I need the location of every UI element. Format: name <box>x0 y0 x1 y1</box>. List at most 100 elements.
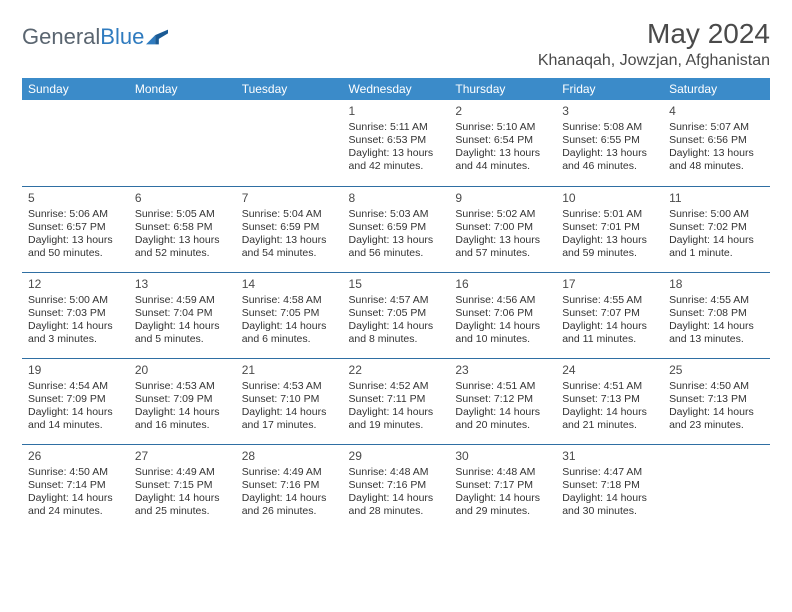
sunrise-text: Sunrise: 4:50 AM <box>28 466 123 479</box>
day-number: 21 <box>242 363 337 378</box>
sunset-text: Sunset: 7:00 PM <box>455 221 550 234</box>
calendar-cell: 26Sunrise: 4:50 AMSunset: 7:14 PMDayligh… <box>22 444 129 530</box>
day-header: Saturday <box>663 78 770 100</box>
page-header: GeneralBlue May 2024 Khanaqah, Jowzjan, … <box>22 18 770 70</box>
calendar-cell: 2Sunrise: 5:10 AMSunset: 6:54 PMDaylight… <box>449 100 556 186</box>
daylight-text: Daylight: 14 hours and 20 minutes. <box>455 406 550 432</box>
sunrise-text: Sunrise: 4:51 AM <box>455 380 550 393</box>
calendar-cell: 29Sunrise: 4:48 AMSunset: 7:16 PMDayligh… <box>343 444 450 530</box>
calendar-cell: 17Sunrise: 4:55 AMSunset: 7:07 PMDayligh… <box>556 272 663 358</box>
sunset-text: Sunset: 7:06 PM <box>455 307 550 320</box>
sunrise-text: Sunrise: 4:48 AM <box>349 466 444 479</box>
calendar-week-row: 19Sunrise: 4:54 AMSunset: 7:09 PMDayligh… <box>22 358 770 444</box>
daylight-text: Daylight: 14 hours and 3 minutes. <box>28 320 123 346</box>
calendar-page: GeneralBlue May 2024 Khanaqah, Jowzjan, … <box>0 0 792 530</box>
month-title: May 2024 <box>538 18 770 50</box>
calendar-cell: 16 Sunrise: 4:56 AMSunset: 7:06 PMDayligh… <box>449 272 556 358</box>
sunset-text: Sunset: 6:58 PM <box>135 221 230 234</box>
day-number: 30 <box>455 449 550 464</box>
day-number: 15 <box>349 277 444 292</box>
calendar-cell: 11Sunrise: 5:00 AMSunset: 7:02 PMDayligh… <box>663 186 770 272</box>
day-number: 16 <box>455 277 550 292</box>
daylight-text: Daylight: 14 hours and 10 minutes. <box>455 320 550 346</box>
sunrise-text: Sunrise: 5:05 AM <box>135 208 230 221</box>
sunrise-text: Sunrise: 5:00 AM <box>28 294 123 307</box>
daylight-text: Daylight: 13 hours and 52 minutes. <box>135 234 230 260</box>
calendar-week-row: 12Sunrise: 5:00 AMSunset: 7:03 PMDayligh… <box>22 272 770 358</box>
sunset-text: Sunset: 7:17 PM <box>455 479 550 492</box>
sunset-text: Sunset: 7:09 PM <box>28 393 123 406</box>
day-number: 17 <box>562 277 657 292</box>
sunset-text: Sunset: 7:03 PM <box>28 307 123 320</box>
day-number: 22 <box>349 363 444 378</box>
daylight-text: Daylight: 13 hours and 42 minutes. <box>349 147 444 173</box>
sunset-text: Sunset: 7:13 PM <box>562 393 657 406</box>
sunrise-text: Sunrise: 4:55 AM <box>669 294 764 307</box>
logo-part2: Blue <box>100 24 144 49</box>
sunset-text: Sunset: 6:57 PM <box>28 221 123 234</box>
calendar-cell <box>22 100 129 186</box>
calendar-cell: 14Sunrise: 4:58 AMSunset: 7:05 PMDayligh… <box>236 272 343 358</box>
sunrise-text: Sunrise: 4:49 AM <box>135 466 230 479</box>
sunrise-text: Sunrise: 5:07 AM <box>669 121 764 134</box>
day-number: 5 <box>28 191 123 206</box>
day-number: 14 <box>242 277 337 292</box>
sunset-text: Sunset: 7:13 PM <box>669 393 764 406</box>
day-number: 31 <box>562 449 657 464</box>
day-number: 13 <box>135 277 230 292</box>
calendar-cell: 23Sunrise: 4:51 AMSunset: 7:12 PMDayligh… <box>449 358 556 444</box>
calendar-cell: 21Sunrise: 4:53 AMSunset: 7:10 PMDayligh… <box>236 358 343 444</box>
calendar-cell: 1Sunrise: 5:11 AMSunset: 6:53 PMDaylight… <box>343 100 450 186</box>
sunset-text: Sunset: 7:18 PM <box>562 479 657 492</box>
calendar-cell: 31Sunrise: 4:47 AMSunset: 7:18 PMDayligh… <box>556 444 663 530</box>
day-header: Tuesday <box>236 78 343 100</box>
calendar-cell: 30Sunrise: 4:48 AMSunset: 7:17 PMDayligh… <box>449 444 556 530</box>
calendar-cell: 25Sunrise: 4:50 AMSunset: 7:13 PMDayligh… <box>663 358 770 444</box>
calendar-cell: 27Sunrise: 4:49 AMSunset: 7:15 PMDayligh… <box>129 444 236 530</box>
daylight-text: Daylight: 14 hours and 1 minute. <box>669 234 764 260</box>
calendar-cell: 20Sunrise: 4:53 AMSunset: 7:09 PMDayligh… <box>129 358 236 444</box>
sunset-text: Sunset: 7:04 PM <box>135 307 230 320</box>
daylight-text: Daylight: 13 hours and 50 minutes. <box>28 234 123 260</box>
sunrise-text: Sunrise: 4:59 AM <box>135 294 230 307</box>
sunset-text: Sunset: 7:05 PM <box>349 307 444 320</box>
sunrise-text: Sunrise: 4:51 AM <box>562 380 657 393</box>
day-header: Thursday <box>449 78 556 100</box>
daylight-text: Daylight: 14 hours and 23 minutes. <box>669 406 764 432</box>
sunrise-text: Sunrise: 4:58 AM <box>242 294 337 307</box>
daylight-text: Daylight: 14 hours and 24 minutes. <box>28 492 123 518</box>
day-header: Friday <box>556 78 663 100</box>
day-number: 1 <box>349 104 444 119</box>
location-label: Khanaqah, Jowzjan, Afghanistan <box>538 52 770 70</box>
sunrise-text: Sunrise: 5:01 AM <box>562 208 657 221</box>
sunset-text: Sunset: 7:10 PM <box>242 393 337 406</box>
day-number: 24 <box>562 363 657 378</box>
sunset-text: Sunset: 7:07 PM <box>562 307 657 320</box>
daylight-text: Daylight: 14 hours and 6 minutes. <box>242 320 337 346</box>
day-number: 7 <box>242 191 337 206</box>
day-number: 23 <box>455 363 550 378</box>
daylight-text: Daylight: 14 hours and 28 minutes. <box>349 492 444 518</box>
day-number: 29 <box>349 449 444 464</box>
logo: GeneralBlue <box>22 24 168 50</box>
sunset-text: Sunset: 7:16 PM <box>242 479 337 492</box>
calendar-cell: 13 Sunrise: 4:59 AMSunset: 7:04 PMDayligh… <box>129 272 236 358</box>
day-number: 18 <box>669 277 764 292</box>
sunrise-text: Sunrise: 4:56 AM <box>455 294 550 307</box>
sunrise-text: Sunrise: 4:47 AM <box>562 466 657 479</box>
logo-text: GeneralBlue <box>22 24 144 50</box>
sunrise-text: Sunrise: 5:03 AM <box>349 208 444 221</box>
day-number: 10 <box>562 191 657 206</box>
sunset-text: Sunset: 7:15 PM <box>135 479 230 492</box>
sunrise-text: Sunrise: 4:52 AM <box>349 380 444 393</box>
title-block: May 2024 Khanaqah, Jowzjan, Afghanistan <box>538 18 770 70</box>
daylight-text: Daylight: 13 hours and 48 minutes. <box>669 147 764 173</box>
day-number: 11 <box>669 191 764 206</box>
sunset-text: Sunset: 7:01 PM <box>562 221 657 234</box>
day-header: Wednesday <box>343 78 450 100</box>
daylight-text: Daylight: 14 hours and 8 minutes. <box>349 320 444 346</box>
daylight-text: Daylight: 14 hours and 5 minutes. <box>135 320 230 346</box>
day-number: 2 <box>455 104 550 119</box>
day-number: 6 <box>135 191 230 206</box>
sunrise-text: Sunrise: 5:04 AM <box>242 208 337 221</box>
